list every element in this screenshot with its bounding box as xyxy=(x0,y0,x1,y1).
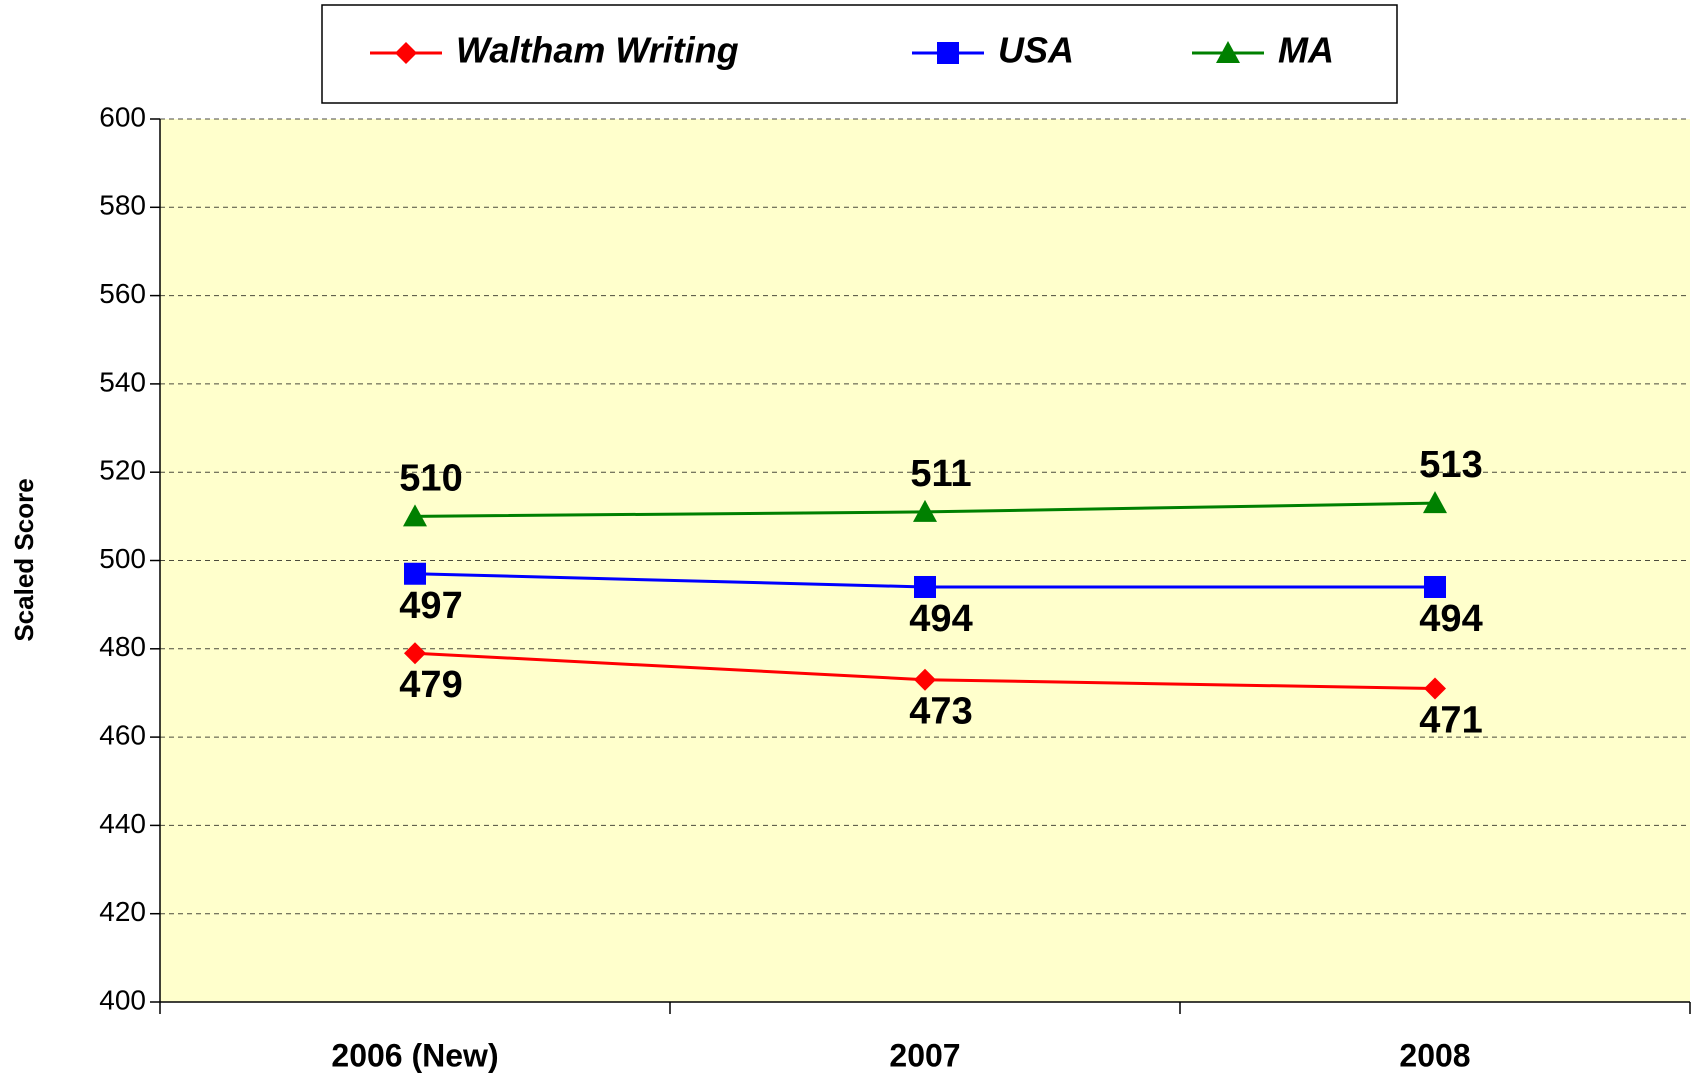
data-point xyxy=(913,499,937,522)
x-tick-label: 2007 xyxy=(889,1037,960,1073)
y-tick-label: 400 xyxy=(99,984,146,1015)
data-label: 471 xyxy=(1419,700,1482,742)
y-tick-label: 600 xyxy=(99,101,146,132)
data-point xyxy=(914,575,936,598)
y-tick-label: 560 xyxy=(99,278,146,309)
data-point xyxy=(1424,575,1446,598)
data-point xyxy=(1424,677,1446,700)
data-label: 513 xyxy=(1419,444,1482,486)
y-axis-title: Scaled Score xyxy=(9,478,39,641)
data-point xyxy=(403,504,427,527)
legend-label: USA xyxy=(998,30,1074,71)
x-tick-label: 2008 xyxy=(1399,1037,1470,1073)
y-tick-label: 440 xyxy=(99,808,146,839)
y-tick-label: 580 xyxy=(99,190,146,221)
y-tick-label: 420 xyxy=(99,896,146,927)
legend-label: Waltham Writing xyxy=(456,30,739,71)
data-label: 510 xyxy=(399,457,462,499)
y-tick-label: 540 xyxy=(99,366,146,397)
y-tick-label: 460 xyxy=(99,719,146,750)
data-label: 494 xyxy=(1419,598,1482,640)
data-label: 473 xyxy=(909,691,972,733)
data-point xyxy=(404,562,426,585)
legend-marker xyxy=(937,42,959,64)
data-label: 494 xyxy=(909,598,972,640)
legend-marker xyxy=(395,42,417,64)
legend-label: MA xyxy=(1278,30,1334,71)
data-point xyxy=(1423,491,1447,514)
legend-marker xyxy=(1216,41,1240,63)
x-tick-label: 2006 (New) xyxy=(331,1037,498,1073)
data-label: 479 xyxy=(399,664,462,706)
y-tick-label: 480 xyxy=(99,631,146,662)
y-tick-label: 500 xyxy=(99,543,146,574)
data-point xyxy=(914,668,936,691)
y-tick-label: 520 xyxy=(99,455,146,486)
data-point xyxy=(404,642,426,665)
data-label: 497 xyxy=(399,585,462,627)
data-label: 511 xyxy=(910,453,971,495)
